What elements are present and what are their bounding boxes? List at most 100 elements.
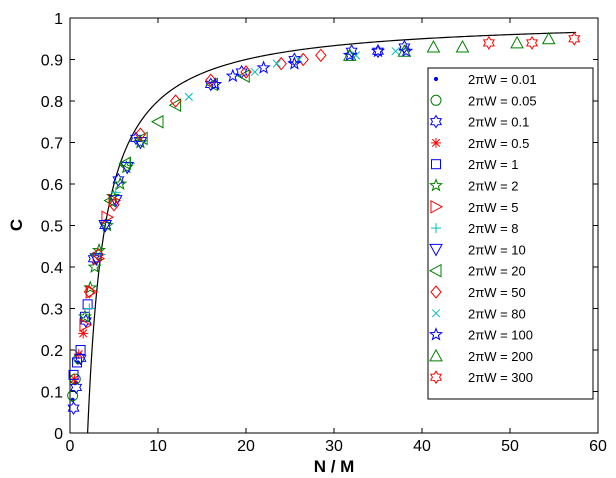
data-point [240, 65, 252, 79]
legend-item: 2πW = 10 [429, 242, 526, 257]
legend-label: 2πW = 200 [468, 349, 533, 364]
data-point [72, 357, 83, 368]
data-point [426, 40, 441, 53]
data-point [256, 60, 271, 74]
axis-ticks: 0 10 20 30 40 50 60 0 0.1 0.2 0.3 0.4 0.5 0.6 0.7 0.8 0.… [41, 11, 607, 455]
data-point [541, 31, 556, 45]
legend-marker [429, 370, 443, 385]
data-point [133, 137, 148, 150]
legend-label: 2πW = 0.05 [468, 93, 537, 108]
data-point [75, 345, 86, 355]
data-point [184, 92, 193, 101]
data-point [205, 73, 217, 88]
series-13 [342, 31, 556, 61]
y-tick-label: 0.6 [41, 177, 63, 194]
data-point [169, 94, 182, 108]
legend-item: 2πW = 0.05 [430, 93, 537, 108]
legend-item: 2πW = 0.5 [431, 136, 529, 151]
legend-marker [430, 285, 442, 299]
data-point [250, 67, 259, 77]
legend-item: 2πW = 1 [431, 157, 519, 172]
x-axis-label: N / M [314, 457, 355, 476]
data-point [397, 44, 412, 57]
legend-marker [429, 114, 443, 129]
legend-item: 2πW = 8 [431, 221, 519, 236]
data-point [70, 380, 83, 395]
legend-marker [429, 243, 443, 257]
data-point [455, 40, 470, 53]
data-point [67, 401, 80, 416]
data-point [77, 309, 93, 323]
legend-item: 2πW = 300 [429, 370, 533, 385]
legend-label: 2πW = 5 [468, 200, 519, 215]
legend-label: 2πW = 1 [468, 157, 519, 172]
legend-item: 2πW = 2 [428, 178, 519, 194]
data-point [150, 114, 164, 129]
legend-label: 2πW = 80 [468, 306, 526, 321]
data-point [113, 176, 128, 191]
legend-label: 2πW = 0.1 [468, 115, 529, 130]
x-tick-label: 20 [237, 438, 255, 455]
data-point [84, 303, 95, 314]
legend-label: 2πW = 100 [468, 328, 533, 343]
y-tick-label: 0 [54, 426, 63, 443]
x-tick-label: 0 [66, 438, 75, 455]
series-10 [83, 48, 327, 299]
legend-label: 2πW = 300 [468, 370, 533, 385]
data-point [482, 35, 495, 50]
legend-item: 2πW = 0.1 [429, 114, 529, 130]
x-tick-label: 10 [149, 438, 167, 455]
data-point [134, 127, 147, 141]
y-tick-label: 0.5 [41, 219, 63, 236]
legend-marker [430, 199, 444, 214]
data-point [91, 242, 107, 257]
x-tick-label: 60 [589, 438, 607, 455]
data-point [342, 48, 357, 61]
data-point [112, 172, 125, 187]
data-point [108, 197, 120, 212]
x-tick-label: 50 [501, 438, 519, 455]
legend-marker [431, 223, 441, 234]
legend-marker [429, 348, 443, 362]
series-14 [482, 31, 581, 50]
data-point [272, 59, 281, 68]
legend-item: 2πW = 200 [429, 348, 533, 364]
data-point [371, 44, 385, 59]
data-point [83, 285, 96, 299]
data-point [297, 52, 309, 67]
data-point [68, 369, 79, 380]
legend-item: 2πW = 5 [430, 199, 519, 215]
data-point [275, 56, 287, 71]
data-point [92, 247, 104, 262]
legend-marker [430, 94, 442, 106]
data-point [168, 98, 182, 112]
y-tick-label: 0.4 [41, 260, 63, 277]
data-point [135, 131, 148, 146]
data-point [351, 51, 361, 60]
legend-box [427, 67, 594, 400]
y-tick-label: 0.1 [41, 385, 63, 402]
data-points [67, 31, 581, 416]
data-point [287, 56, 302, 70]
series-12 [208, 43, 414, 91]
legend-marker [431, 159, 441, 170]
data-point [525, 35, 539, 50]
data-point [237, 69, 250, 83]
data-point [74, 351, 87, 366]
legend-marker [433, 76, 439, 82]
legend-item: 2πW = 80 [431, 306, 526, 321]
data-point [79, 318, 93, 332]
data-point [315, 48, 327, 63]
legend: 2πW = 0.01 2πW = 0.05 2πW = 0.1 2πW = 0.5 2π… [427, 67, 594, 400]
legend-label: 2πW = 8 [468, 221, 519, 236]
legend-label: 2πW = 50 [468, 285, 526, 300]
data-point [87, 259, 102, 274]
x-tick-label: 40 [413, 438, 431, 455]
data-point [370, 43, 386, 58]
legend-label: 2πW = 0.5 [468, 136, 529, 151]
y-tick-label: 0.2 [41, 343, 63, 360]
data-point [225, 68, 240, 83]
legend-label: 2πW = 0.01 [468, 72, 537, 87]
legend-item: 2πW = 50 [430, 285, 526, 300]
